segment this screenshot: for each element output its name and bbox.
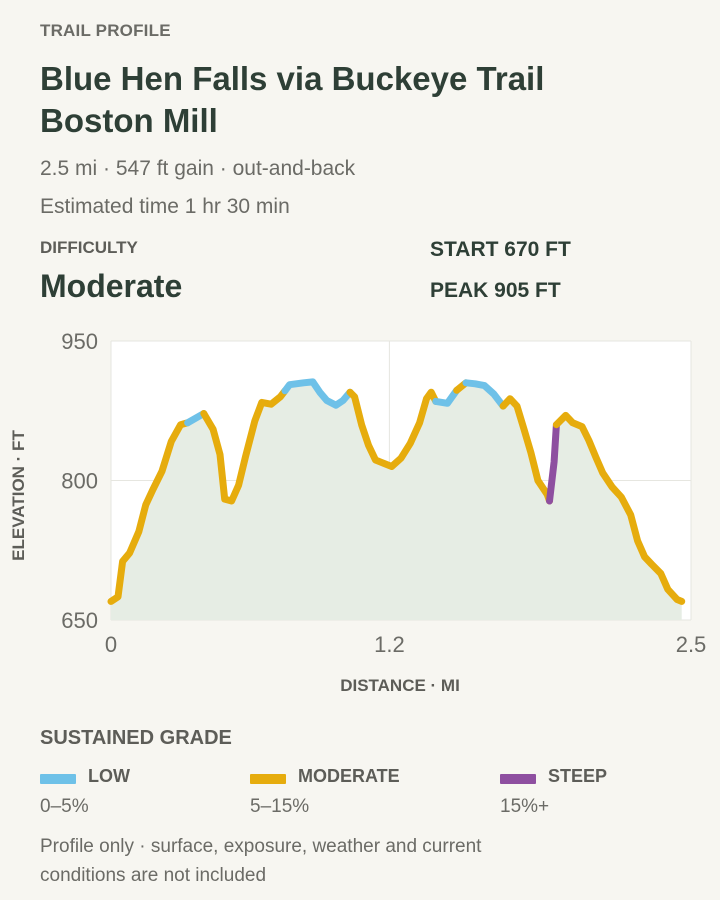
legend-name: MODERATE bbox=[298, 766, 400, 786]
profile-segment-moderate bbox=[200, 387, 289, 505]
legend-name: LOW bbox=[88, 766, 130, 786]
peak-elevation: PEAK 905 FT bbox=[430, 279, 561, 302]
estimated-time: Estimated time 1 hr 30 min bbox=[40, 195, 290, 218]
legend-swatch-low bbox=[40, 774, 76, 784]
x-tick-label: 1.2 bbox=[374, 632, 405, 657]
legend-swatch-moderate bbox=[250, 774, 286, 784]
profile-segment-low bbox=[462, 379, 507, 410]
elevation-chart: 650 800 950 0 1.2 2.5 DISTANCE · MI ELEVATION ·… bbox=[9, 329, 707, 695]
legend-title: SUSTAINED GRADE bbox=[40, 727, 232, 749]
start-elevation: START 670 FT bbox=[430, 238, 571, 261]
trail-stats: 2.5 mi · 547 ft gain · out-and-back bbox=[40, 157, 356, 180]
y-axis-label: ELEVATION · FT bbox=[9, 430, 28, 561]
y-tick-label: 950 bbox=[61, 329, 98, 354]
legend-range: 15%+ bbox=[500, 796, 550, 817]
legend-range: 5–15% bbox=[250, 796, 310, 817]
profile-segment-moderate bbox=[552, 411, 686, 605]
elevation-area bbox=[111, 381, 682, 620]
difficulty-value: Moderate bbox=[40, 268, 183, 304]
profile-segment-moderate bbox=[107, 419, 192, 605]
profile-segment-low bbox=[281, 378, 354, 409]
legend-name: STEEP bbox=[548, 766, 608, 786]
x-axis-label: DISTANCE · MI bbox=[340, 676, 460, 695]
profile-segment-steep bbox=[546, 421, 560, 505]
legend-range: 0–5% bbox=[40, 796, 89, 817]
eyebrow-label: TRAIL PROFILE bbox=[40, 21, 171, 40]
y-tick-label: 800 bbox=[61, 469, 98, 494]
trail-title: Blue Hen Falls via Buckeye Trail Boston … bbox=[40, 60, 545, 139]
y-tick-label: 650 bbox=[61, 608, 98, 633]
difficulty-label: DIFFICULTY bbox=[40, 238, 138, 257]
x-tick-label: 2.5 bbox=[676, 632, 707, 657]
legend-swatch-steep bbox=[500, 774, 536, 784]
footnote: Profile only · surface, exposure, weathe… bbox=[40, 836, 482, 886]
profile-segment-low bbox=[432, 386, 461, 407]
profile-segment-moderate bbox=[346, 388, 440, 470]
x-tick-label: 0 bbox=[105, 632, 117, 657]
profile-segment-moderate bbox=[499, 395, 553, 505]
